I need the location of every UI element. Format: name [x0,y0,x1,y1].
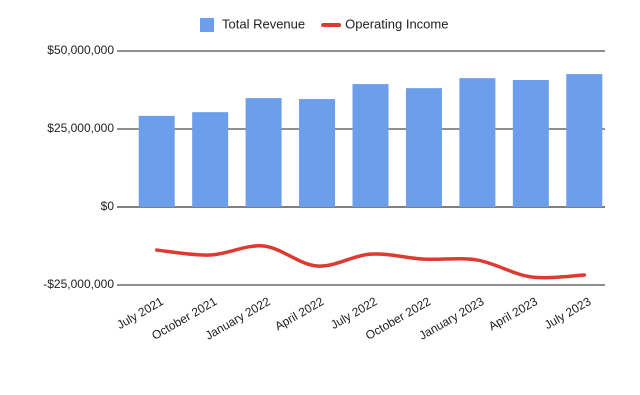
bar [138,115,175,207]
y-tick-label: $25,000,000 [47,121,114,135]
bar [352,84,389,207]
bar [192,112,229,207]
bar [512,80,549,207]
bar [405,88,442,207]
x-tick-label: April 2023 [486,294,540,333]
bar [566,74,603,207]
bar [299,99,336,207]
bar [459,78,496,207]
legend-label: Operating Income [345,16,448,31]
legend-swatch [200,18,214,32]
bar [245,98,282,207]
y-tick-label: $50,000,000 [47,43,114,57]
y-tick-label: -$25,000,000 [43,277,114,291]
x-tick-label: July 2023 [542,294,594,332]
y-tick-label: $0 [101,199,115,213]
x-tick-label: April 2022 [272,294,326,333]
legend-label: Total Revenue [222,16,305,31]
line [154,244,587,280]
